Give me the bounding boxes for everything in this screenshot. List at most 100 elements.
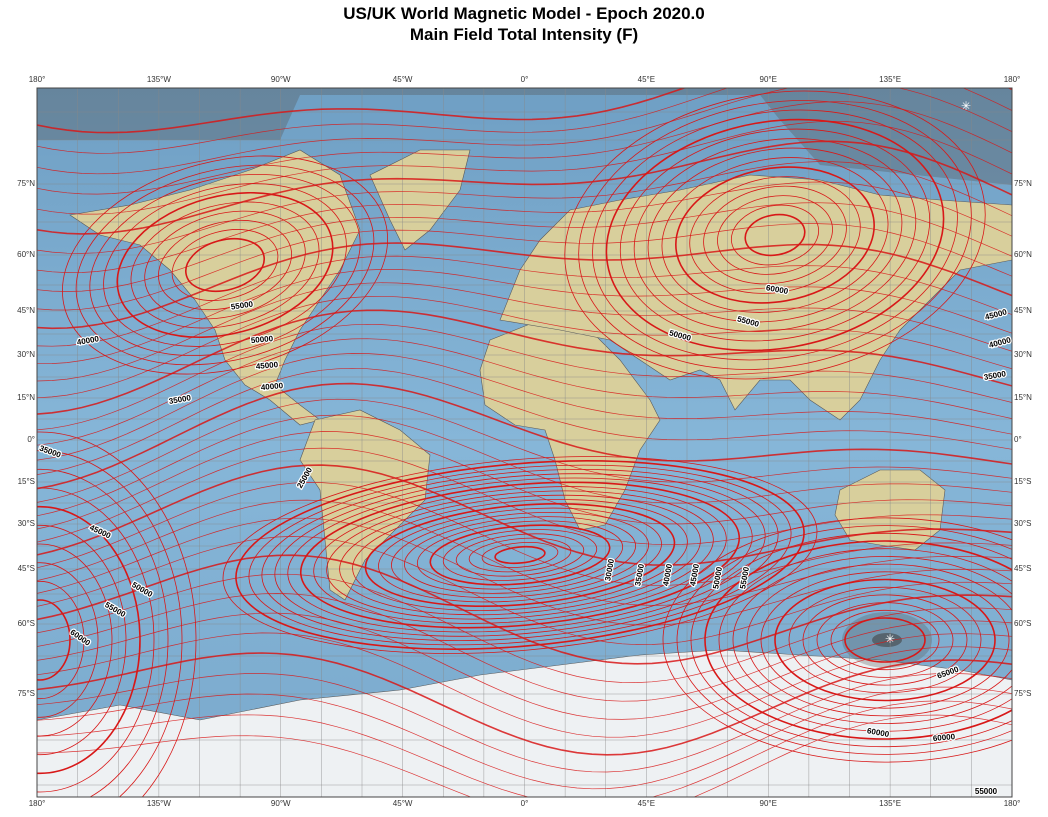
contour-line — [37, 140, 1012, 235]
contour-line — [37, 450, 183, 797]
contour-line — [185, 237, 265, 293]
longitude-label: 0° — [521, 75, 529, 84]
contour-line — [37, 353, 1012, 461]
contour-line — [37, 338, 1012, 446]
longitude-label: 180° — [1004, 799, 1021, 808]
longitude-label: 135°E — [879, 75, 901, 84]
latitude-label: 30°N — [1014, 350, 1032, 359]
contour-line — [730, 204, 820, 266]
contour-line — [37, 468, 169, 797]
contour-line — [647, 147, 903, 323]
contour-line — [37, 202, 1012, 292]
contour-line — [37, 255, 1012, 347]
longitude-label: 45°E — [638, 799, 655, 808]
latitude-label: 15°N — [17, 393, 35, 402]
contour-line — [116, 191, 334, 339]
contour-line — [802, 594, 968, 686]
contour-line — [171, 229, 279, 301]
longitude-label: 90°W — [271, 75, 291, 84]
contour-line — [592, 109, 958, 361]
contour-line — [274, 473, 766, 637]
latitude-label: 45°S — [18, 564, 35, 573]
contour-line — [718, 548, 1012, 732]
longitude-label: 45°E — [638, 75, 655, 84]
contour-line — [37, 573, 1012, 683]
contour-line — [481, 542, 559, 568]
longitude-label: 180° — [29, 799, 46, 808]
contours: ✳✳ — [37, 88, 1012, 797]
contour-line — [75, 164, 375, 366]
contour-line — [287, 477, 753, 633]
contour-line — [676, 525, 1012, 755]
latitude-label: 15°S — [1014, 477, 1031, 486]
latitude-label: 60°N — [17, 250, 35, 259]
greenland — [369, 149, 471, 251]
longitude-label: 90°E — [760, 799, 777, 808]
contour-line — [248, 464, 792, 646]
contour-line — [37, 323, 1012, 431]
contour-line — [89, 173, 361, 357]
contour-line — [37, 101, 1012, 195]
latitude-label: 75°S — [18, 689, 35, 698]
longitude-label: 135°W — [147, 799, 172, 808]
latitude-label: 60°S — [18, 619, 35, 628]
longitude-label: 90°E — [760, 75, 777, 84]
latitude-label: 30°N — [17, 350, 35, 359]
title: US/UK World Magnetic Model - Epoch 2020.… — [343, 4, 704, 23]
contour-line — [689, 176, 861, 294]
contour-line — [37, 505, 141, 775]
contour-line — [37, 88, 1012, 175]
contour-line — [37, 632, 1012, 738]
contour-line — [37, 714, 1012, 797]
latitude-label: 30°S — [1014, 519, 1031, 528]
contour-line — [352, 499, 688, 611]
contour-line — [37, 673, 1012, 773]
latitude-label: 45°N — [17, 306, 35, 315]
contour-line — [675, 166, 875, 304]
contour-line — [37, 414, 1012, 517]
contour-line — [746, 563, 1012, 717]
contour-line — [37, 464, 1012, 566]
contour-line — [235, 460, 805, 650]
contour-line — [37, 398, 1012, 503]
contour-line — [37, 612, 1012, 720]
subtitle: Main Field Total Intensity (F) — [410, 25, 638, 44]
contour-line — [37, 700, 1012, 797]
contour-label: 60000 — [932, 732, 955, 743]
contour-line — [130, 201, 320, 329]
contour-line — [37, 499, 1012, 606]
contour-line — [732, 556, 1012, 724]
longitude-label: 135°E — [879, 799, 901, 808]
contour-line — [605, 118, 945, 352]
latitude-label: 15°N — [1014, 393, 1032, 402]
longitude-label: 180° — [29, 75, 46, 84]
contour-line — [37, 652, 1012, 756]
contour-line — [364, 502, 676, 608]
latitude-label: 75°N — [1014, 179, 1032, 188]
latitude-label: 60°S — [1014, 619, 1031, 628]
contour-line — [37, 536, 1012, 645]
contour-line — [690, 532, 1012, 748]
pole-marker: ✳ — [961, 99, 971, 113]
contour-line — [661, 157, 889, 313]
map-area: ✳✳ — [37, 88, 1012, 797]
contour-line — [313, 486, 727, 624]
contour-line — [37, 367, 1012, 475]
contour-line — [760, 571, 1010, 709]
contour-line — [37, 88, 1012, 134]
contour-line — [564, 90, 986, 380]
latitude-label: 0° — [27, 435, 35, 444]
contour-line — [37, 295, 1012, 399]
contour-line — [703, 185, 847, 285]
contour-line — [37, 223, 1012, 311]
longitude-label: 0° — [521, 799, 529, 808]
contour-line — [830, 609, 940, 671]
contour-line — [37, 447, 1012, 546]
contour-line — [744, 213, 806, 257]
contour-label: 45000 — [255, 360, 278, 371]
contour-line — [662, 517, 1012, 763]
contour-line — [37, 431, 197, 797]
map-frame — [36, 87, 1013, 798]
contour-line — [37, 580, 85, 700]
contour-line — [37, 517, 1012, 626]
